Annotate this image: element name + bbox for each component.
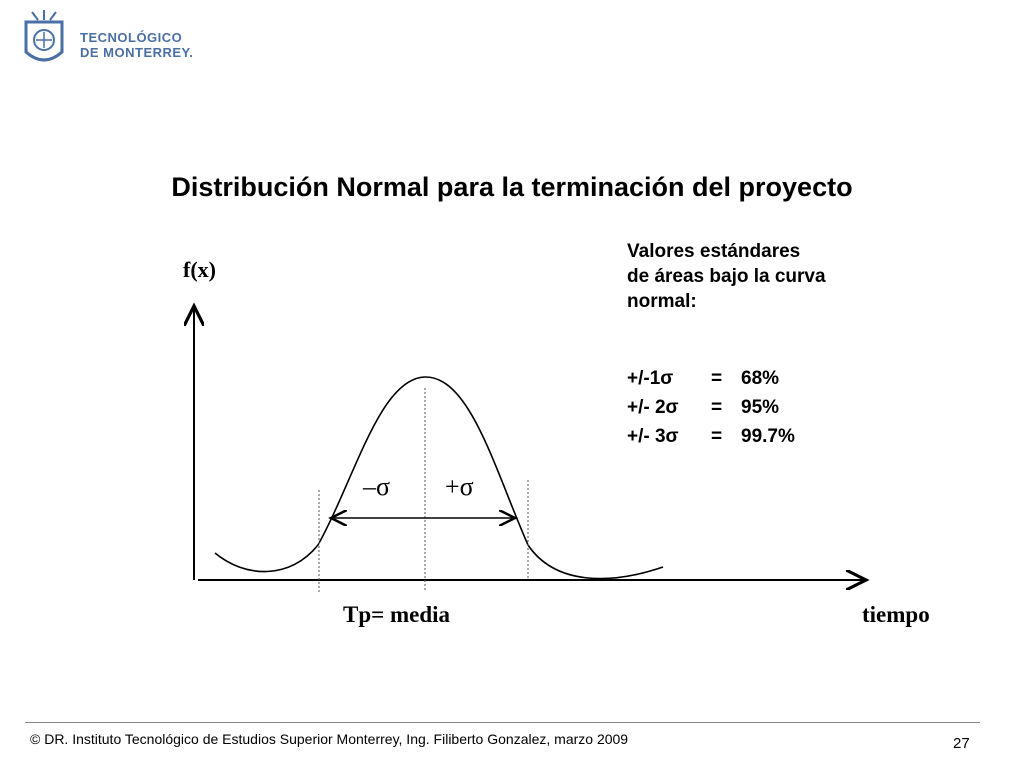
footer-divider (25, 722, 980, 723)
area-percent: 95% (741, 397, 780, 418)
y-axis-label: f(x) (183, 257, 216, 282)
equals-sign: = (711, 368, 723, 389)
plus-sigma-label: +σ (445, 472, 474, 501)
tec-crest-icon (24, 10, 64, 62)
sigma-range: +/-1σ (627, 368, 674, 389)
normal-curve (214, 376, 664, 580)
sigma-range: +/- 3σ (627, 426, 679, 447)
note-line: Valores estándares (627, 241, 801, 262)
x-axis-label: tiempo (862, 602, 930, 627)
logo-line2: DE MONTERREY. (80, 45, 194, 60)
area-percent: 99.7% (741, 426, 795, 447)
sigma-range: +/- 2σ (627, 397, 679, 418)
mean-label: Tp= media (343, 602, 451, 627)
equals-sign: = (711, 397, 723, 418)
minus-sigma-label: –σ (363, 472, 391, 501)
equals-sign: = (711, 426, 723, 447)
page-number: 27 (953, 735, 970, 752)
tec-logo: TECNOLÓGICO DE MONTERREY. (14, 8, 194, 76)
note-line: de áreas bajo la curva (627, 266, 826, 287)
standard-values-note: Valores estándares de áreas bajo la curv… (627, 239, 826, 314)
note-line: normal: (627, 291, 697, 312)
slide-title: Distribución Normal para la terminación … (171, 172, 853, 202)
footer-copyright: © DR. Instituto Tecnológico de Estudios … (30, 731, 629, 747)
area-percent: 68% (741, 368, 780, 389)
logo-line1: TECNOLÓGICO (80, 30, 183, 45)
